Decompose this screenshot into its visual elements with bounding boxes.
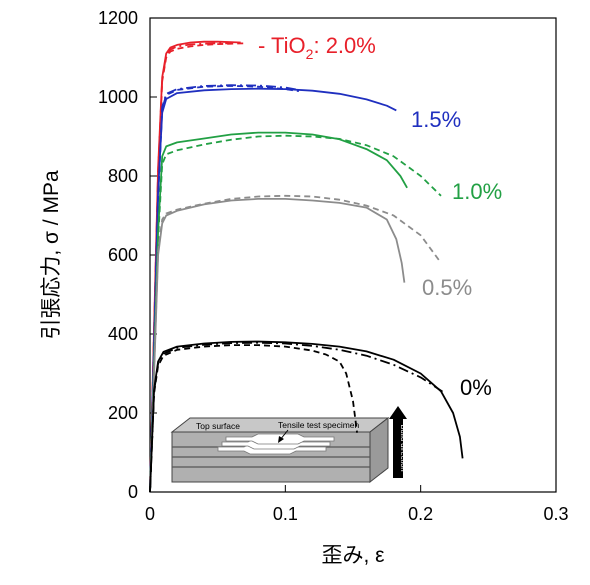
curve-0pct-dashdot	[149, 341, 446, 493]
build-direction-arrow	[389, 406, 407, 478]
x-tick-label: 0.3	[543, 504, 568, 524]
inset-top-surface-label: Top surface	[196, 421, 240, 431]
series-label-0-5: 0.5%	[422, 275, 472, 300]
y-tick-label: 800	[108, 166, 138, 186]
y-tick-label: 1000	[98, 87, 138, 107]
series-label-2-0-main: - TiO	[258, 33, 306, 58]
stress-strain-curves	[149, 40, 464, 493]
y-tick-label: 400	[108, 324, 138, 344]
curve-1-0pct-solid	[149, 131, 408, 493]
curve-1-5pct-dashdot	[149, 84, 300, 493]
series-label-2-0: - TiO2: 2.0%	[258, 33, 376, 62]
curve-0-5pct-solid	[149, 197, 406, 493]
y-tick-label: 1200	[98, 8, 138, 28]
series-label-1-0: 1.0%	[452, 179, 502, 204]
curve-1-0pct-dashed	[149, 134, 442, 493]
y-axis-label: 引張応力, σ / MPa	[40, 170, 63, 340]
build-direction-label: Build direction	[399, 424, 408, 471]
inset-specimen-illustration: Top surface Tensile test specimen Build …	[170, 406, 408, 484]
y-tick-label: 600	[108, 245, 138, 265]
series-label-2-0-sub: 2	[306, 46, 314, 62]
inset-specimen-label: Tensile test specimen	[278, 420, 360, 430]
curve-0-5pct-dashed	[149, 194, 442, 493]
curve-0pct-solid	[149, 340, 464, 493]
tick-labels: 0 0.1 0.2 0.3 0 200 400 600 800 1000 1200	[98, 8, 569, 524]
specimen-pointer-arrowhead	[278, 436, 284, 443]
y-tick-label: 200	[108, 403, 138, 423]
tensile-specimens	[217, 433, 335, 455]
series-label-2-0-tail: : 2.0%	[313, 33, 375, 58]
series-label-0: 0%	[460, 375, 492, 400]
x-tick-label: 0	[145, 504, 155, 524]
y-tick-label: 0	[128, 482, 138, 502]
x-tick-label: 0.2	[408, 504, 433, 524]
x-axis-label: 歪み, ε	[321, 544, 384, 567]
curve-0pct-dashed	[149, 344, 358, 493]
x-tick-label: 0.1	[273, 504, 298, 524]
series-label-1-5: 1.5%	[411, 107, 461, 132]
